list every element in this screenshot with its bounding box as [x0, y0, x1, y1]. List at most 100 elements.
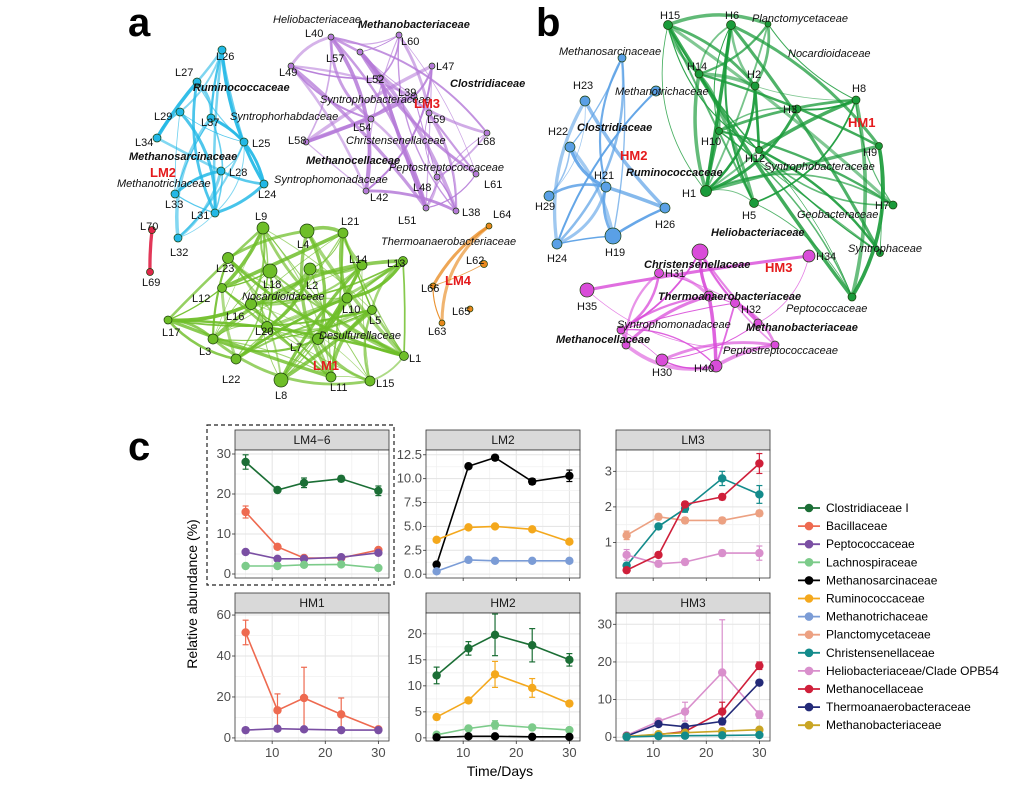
data-point [432, 671, 441, 680]
panel-letter-b: b [536, 1, 560, 45]
legend-item: Clostridiaceae I [798, 501, 909, 515]
family-label: Methanobacteriaceae [358, 19, 470, 31]
data-point [680, 707, 690, 716]
network-node [175, 107, 185, 117]
x-tick-label: 20 [699, 745, 713, 760]
network-node [376, 74, 384, 82]
node-label: H23 [573, 80, 593, 92]
legend-swatch-dot [804, 558, 814, 567]
node-label: H9 [863, 147, 877, 159]
data-point [432, 560, 441, 569]
network-edge [221, 287, 371, 382]
data-point [490, 522, 500, 531]
y-tick-label: 10.0 [397, 471, 422, 486]
network-node [875, 142, 883, 150]
network-node [287, 62, 295, 70]
node-label: L24 [258, 189, 276, 201]
data-point [718, 548, 727, 558]
node-label: H2 [747, 69, 761, 81]
data-point [755, 459, 764, 468]
legend-item: Lachnospiraceae [798, 555, 918, 569]
node-label: H6 [725, 10, 739, 22]
facet-panel: HM2 0 5 10 15 20 10 20 30 [408, 592, 581, 760]
network-node [792, 104, 802, 114]
network-node [485, 222, 493, 230]
node-label: L60 [401, 36, 419, 48]
y-tick-label: 40 [217, 648, 231, 663]
family-label: Syntrophobacteraceae [764, 161, 875, 173]
data-point [718, 731, 727, 740]
y-tick-label: 2 [605, 499, 612, 514]
data-point [528, 525, 537, 534]
y-tick-label: 3 [605, 463, 612, 478]
network-edge [624, 343, 717, 371]
node-label: L12 [192, 293, 210, 305]
network-node [210, 208, 220, 218]
data-point [490, 670, 500, 679]
network-edge [178, 110, 217, 214]
y-tick-label: 2.5 [404, 542, 422, 557]
network-node [715, 127, 723, 135]
network-edge [174, 117, 212, 195]
network-node [262, 263, 278, 279]
data-point [374, 563, 383, 573]
family-label: Heliobacteriaceae [711, 227, 805, 239]
network-edge [221, 49, 245, 143]
network-b-edges [548, 13, 895, 371]
node-label: H15 [660, 10, 680, 22]
node-label: L29 [154, 111, 172, 123]
network-node [216, 166, 226, 176]
network-node [617, 53, 627, 63]
network-edge [705, 23, 769, 192]
network-node [217, 283, 227, 293]
network-node [654, 268, 664, 278]
x-tick-label: 10 [265, 745, 279, 760]
network-edge [757, 255, 810, 324]
data-point [432, 535, 441, 544]
module-label: HM1 [848, 115, 875, 130]
data-point [241, 507, 250, 517]
family-label: Desulfurellaceae [319, 330, 401, 342]
network-edge [266, 259, 404, 329]
node-label: L11 [330, 382, 348, 394]
network-edge [262, 227, 371, 382]
node-label: H26 [655, 219, 675, 231]
y-tick-label: 12.5 [397, 447, 422, 462]
family-label: Christensenellaceae [644, 259, 750, 271]
network-edge [167, 318, 332, 379]
data-point [718, 516, 727, 525]
node-label: H30 [652, 367, 672, 379]
node-label: L54 [353, 122, 371, 134]
y-tick-label: 5.0 [404, 518, 422, 533]
network-edge [707, 295, 718, 367]
network-edge [878, 145, 882, 254]
y-tick-label: 20 [217, 689, 231, 704]
network-node [750, 81, 760, 91]
network-edge [718, 129, 894, 206]
legend-label: Christensenellaceae [826, 646, 935, 660]
network-edge [212, 264, 363, 340]
network-edge [425, 173, 477, 209]
network-edge [620, 328, 717, 367]
network-a-nodes [146, 31, 493, 388]
node-label: L26 [216, 51, 234, 63]
network-node [230, 353, 242, 365]
network-node [259, 179, 269, 189]
network-edge [425, 132, 488, 209]
network-edge [235, 232, 344, 360]
network-edge [167, 287, 223, 321]
panel-letter-c: c [128, 425, 150, 469]
network-edge [718, 98, 857, 133]
module-label: HM2 [620, 148, 647, 163]
node-label: L15 [376, 378, 394, 390]
legend-item: Heliobacteriaceae/Clade OPB54 [798, 664, 999, 678]
network-node [730, 298, 740, 308]
network-node [483, 129, 491, 137]
network-node [327, 33, 335, 41]
legend-item: Bacillaceae [798, 519, 888, 533]
network-edge [210, 117, 224, 214]
network-edge [148, 229, 154, 273]
y-tick-label: 30 [217, 446, 231, 461]
module-label: LM2 [150, 165, 176, 180]
network-edge [758, 98, 857, 152]
